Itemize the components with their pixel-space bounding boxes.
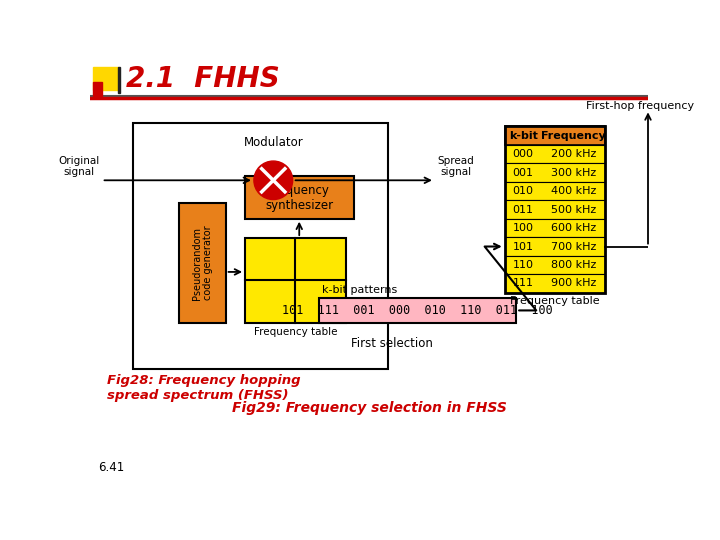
- Text: Frequency table: Frequency table: [253, 327, 337, 336]
- Bar: [505, 219, 606, 237]
- Bar: [179, 204, 225, 323]
- Text: Modulator: Modulator: [243, 137, 303, 150]
- Bar: [93, 82, 102, 96]
- Text: Spread
signal: Spread signal: [437, 156, 474, 177]
- Bar: [245, 177, 354, 219]
- Text: k-bit: k-bit: [509, 131, 538, 140]
- Bar: [505, 274, 606, 293]
- Bar: [505, 126, 606, 145]
- Bar: [319, 298, 516, 323]
- Text: First selection: First selection: [351, 338, 433, 350]
- Bar: [505, 237, 606, 256]
- Text: k-bit patterns: k-bit patterns: [323, 285, 397, 295]
- Bar: [118, 67, 120, 92]
- Bar: [245, 238, 346, 323]
- Bar: [505, 126, 606, 293]
- Text: Original
signal: Original signal: [59, 156, 100, 177]
- Text: 900 kHz: 900 kHz: [551, 279, 596, 288]
- Bar: [132, 123, 388, 369]
- Text: Fig28: Frequency hopping
spread spectrum (FHSS): Fig28: Frequency hopping spread spectrum…: [107, 374, 301, 402]
- Bar: [505, 200, 606, 219]
- Bar: [505, 145, 606, 164]
- Text: 111: 111: [513, 279, 534, 288]
- Bar: [505, 182, 606, 200]
- Text: 010: 010: [513, 186, 534, 196]
- Text: Frequency: Frequency: [541, 131, 606, 140]
- Text: 6.41: 6.41: [98, 462, 124, 475]
- Text: 200 kHz: 200 kHz: [551, 149, 596, 159]
- Text: Frequency table: Frequency table: [510, 296, 600, 306]
- Text: 700 kHz: 700 kHz: [551, 241, 596, 252]
- Text: 100: 100: [513, 223, 534, 233]
- Text: Frequency
synthesizer: Frequency synthesizer: [265, 184, 333, 212]
- Text: 101  111  001  000  010  110  011  100: 101 111 001 000 010 110 011 100: [282, 304, 553, 317]
- Text: 110: 110: [513, 260, 534, 270]
- Text: Fig29: Frequency selection in FHSS: Fig29: Frequency selection in FHSS: [232, 401, 506, 415]
- Circle shape: [254, 161, 292, 200]
- Text: Pseudorandom
code generator: Pseudorandom code generator: [192, 226, 213, 300]
- Bar: [93, 67, 118, 90]
- Text: 001: 001: [513, 167, 534, 178]
- Text: 000: 000: [513, 149, 534, 159]
- Text: 400 kHz: 400 kHz: [551, 186, 596, 196]
- Text: 011: 011: [513, 205, 534, 214]
- Bar: [505, 164, 606, 182]
- Text: 101: 101: [513, 241, 534, 252]
- Text: 800 kHz: 800 kHz: [551, 260, 596, 270]
- Bar: [505, 256, 606, 274]
- Text: 500 kHz: 500 kHz: [551, 205, 596, 214]
- Text: 600 kHz: 600 kHz: [551, 223, 596, 233]
- Text: 300 kHz: 300 kHz: [551, 167, 596, 178]
- Text: 2.1  FHHS: 2.1 FHHS: [126, 65, 279, 93]
- Text: First-hop frequency: First-hop frequency: [586, 101, 694, 111]
